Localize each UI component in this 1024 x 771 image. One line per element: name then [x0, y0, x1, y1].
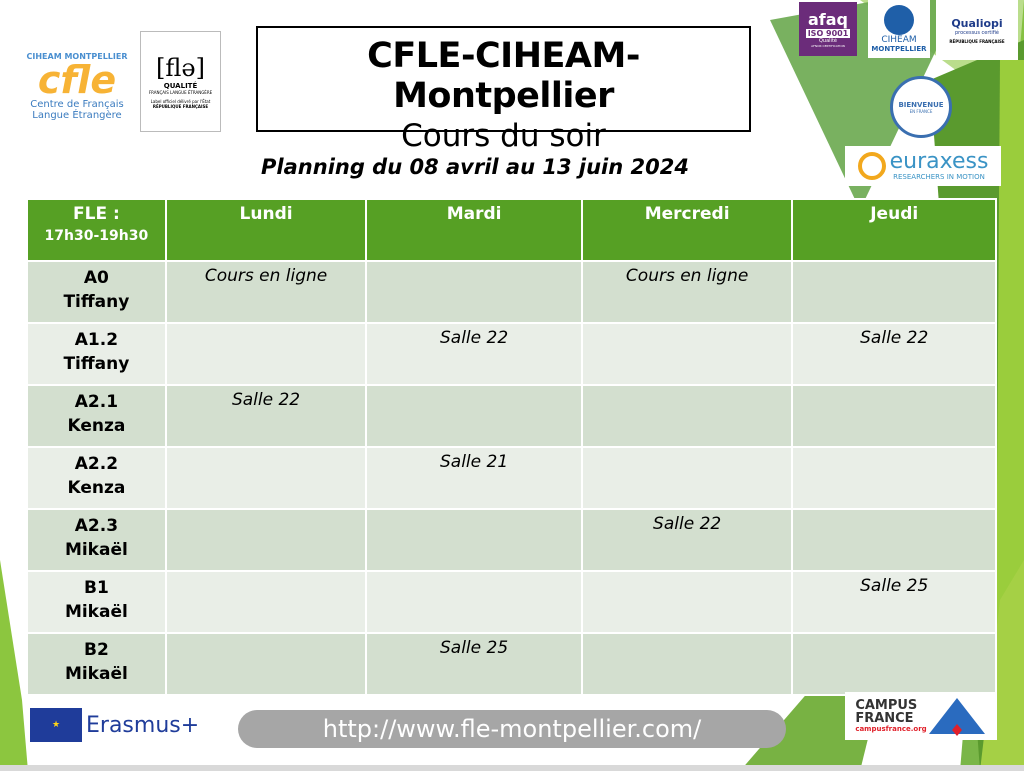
day-header: Mercredi: [580, 198, 794, 262]
level-cell: A1.2 Tiffany: [26, 322, 167, 386]
teacher: Mikaël: [64, 664, 128, 684]
afaq-logo: afaq ISO 9001 Qualité AFNOR CERTIFICATIO…: [799, 2, 857, 56]
table-row: A0 Tiffany Cours en ligne Cours en ligne: [26, 260, 997, 324]
schedule-cell: Salle 22: [164, 384, 368, 448]
schedule-cell: [365, 384, 583, 448]
schedule-cell: [791, 446, 997, 510]
table-row: A2.2 Kenza Salle 21: [26, 446, 997, 510]
teacher: Kenza: [67, 478, 126, 498]
schedule-cell: [164, 570, 368, 634]
ciheam-emblem-icon: [884, 5, 914, 35]
teacher: Tiffany: [63, 292, 130, 312]
schedule-cell: [791, 632, 997, 696]
teacher: Tiffany: [63, 354, 130, 374]
schedule-cell: [580, 446, 794, 510]
schedule-cell: [164, 322, 368, 386]
campus-france-diamonds-icon: [928, 698, 985, 736]
table-row: B1 Mikaël Salle 25: [26, 570, 997, 634]
level: A0: [83, 268, 109, 288]
website-link[interactable]: http://www.fle-montpellier.com/: [238, 710, 786, 748]
schedule-cell: [791, 508, 997, 572]
table-header-row: FLE :17h30-19h30 Lundi Mardi Mercredi Je…: [26, 198, 997, 262]
eu-flag-icon: ★: [30, 708, 82, 742]
schedule-cell: Salle 22: [365, 322, 583, 386]
schedule-cell: Salle 25: [791, 570, 997, 634]
level: A2.3: [74, 516, 119, 536]
level: A2.1: [74, 392, 119, 412]
cfle-logo: CIHEAM MONTPELLIER cfle Centre de França…: [18, 38, 136, 134]
level-cell: B2 Mikaël: [26, 632, 167, 696]
time-slot-header: FLE :17h30-19h30: [26, 198, 167, 262]
teacher: Mikaël: [64, 540, 128, 560]
euraxess-circles-icon: [857, 152, 886, 180]
schedule-cell: [164, 632, 368, 696]
level: A2.2: [74, 454, 119, 474]
schedule-cell: [580, 570, 794, 634]
teacher: Mikaël: [64, 602, 128, 622]
day-header: Jeudi: [791, 198, 997, 262]
schedule-cell: [164, 446, 368, 510]
campus-france-logo: CAMPUS FRANCE campusfrance.org: [845, 692, 997, 740]
schedule-cell: [365, 508, 583, 572]
planning-dates: Planning du 08 avril au 13 juin 2024: [261, 155, 689, 179]
schedule-cell: Salle 21: [365, 446, 583, 510]
day-header: Mardi: [365, 198, 583, 262]
bienvenue-en-france-badge: BIENVENUE EN FRANCE: [890, 76, 952, 138]
schedule-cell: [580, 632, 794, 696]
level-cell: B1 Mikaël: [26, 570, 167, 634]
schedule-cell: Cours en ligne: [164, 260, 368, 324]
schedule-cell: [791, 384, 997, 448]
schedule-cell: [164, 508, 368, 572]
title-box: CFLE-CIHEAM-Montpellier Cours du soir: [256, 26, 751, 154]
schedule-cell: [365, 260, 583, 324]
schedule-cell: Salle 22: [791, 322, 997, 386]
level-cell: A0 Tiffany: [26, 260, 167, 324]
table-row: A2.1 Kenza Salle 22: [26, 384, 997, 448]
level: A1.2: [74, 330, 119, 350]
schedule-cell: [580, 384, 794, 448]
erasmus-logo: ★ Erasmus+: [30, 705, 200, 745]
day-header: Lundi: [164, 198, 368, 262]
teacher: Kenza: [67, 416, 126, 436]
page-subtitle: Cours du soir: [401, 118, 606, 154]
ciheam-logo: CIHEAM MONTPELLIER: [868, 0, 930, 58]
table-row: A1.2 Tiffany Salle 22 Salle 22: [26, 322, 997, 386]
schedule-cell: [791, 260, 997, 324]
schedule-cell: [365, 570, 583, 634]
table-row: A2.3 Mikaël Salle 22: [26, 508, 997, 572]
level-cell: A2.3 Mikaël: [26, 508, 167, 572]
euraxess-logo: euraxess RESEARCHERS IN MOTION: [845, 146, 1001, 186]
page-title: CFLE-CIHEAM-Montpellier: [367, 36, 640, 116]
schedule-cell: [580, 322, 794, 386]
table-row: B2 Mikaël Salle 25: [26, 632, 997, 696]
level-cell: A2.2 Kenza: [26, 446, 167, 510]
schedule-cell: Cours en ligne: [580, 260, 794, 324]
level-cell: A2.1 Kenza: [26, 384, 167, 448]
schedule-cell: Salle 25: [365, 632, 583, 696]
level: B1: [83, 578, 109, 598]
fle-quality-label: [flə] QUALITÉ FRANÇAIS LANGUE ÉTRANGÈRE …: [140, 31, 221, 132]
qualiopi-logo: Qualiopi processus certifié RÉPUBLIQUE F…: [936, 0, 1018, 60]
schedule-table: FLE :17h30-19h30 Lundi Mardi Mercredi Je…: [26, 198, 997, 696]
schedule-cell: Salle 22: [580, 508, 794, 572]
level: B2: [83, 640, 109, 660]
